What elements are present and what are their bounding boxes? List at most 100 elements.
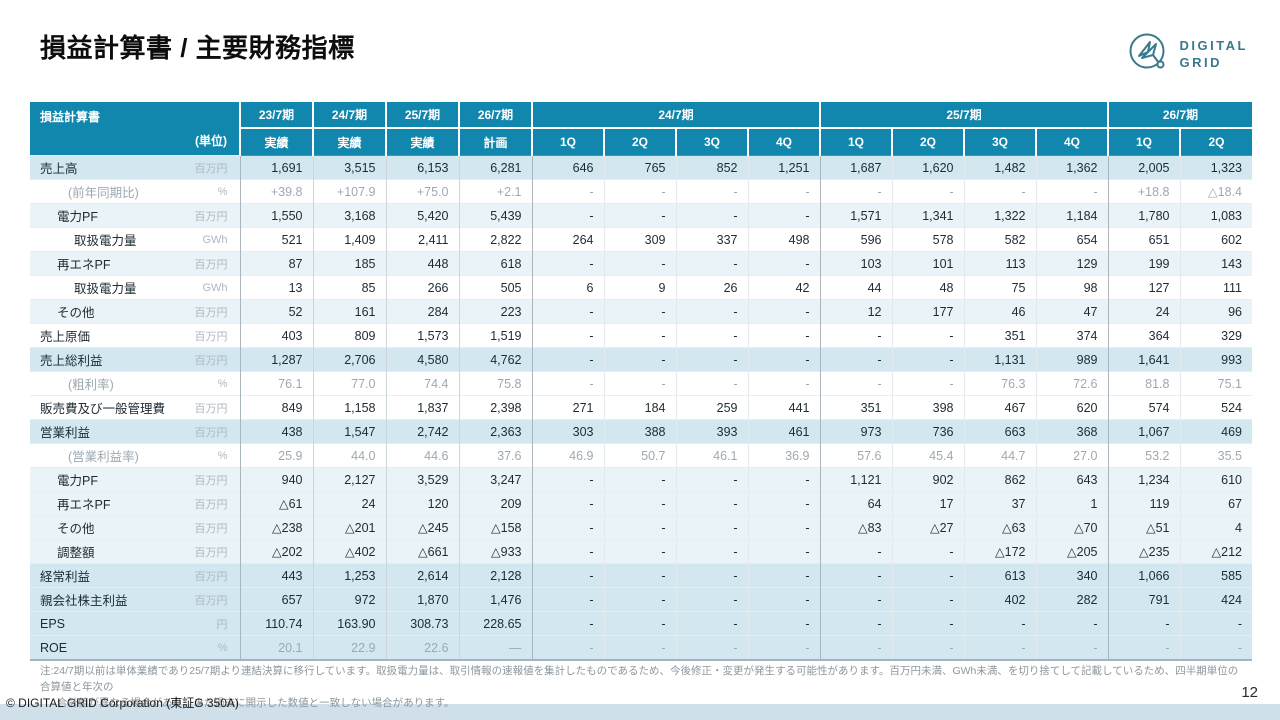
table-cell: △245 bbox=[385, 515, 459, 540]
table-cell: 309 bbox=[603, 227, 676, 252]
table-cell: △402 bbox=[312, 539, 386, 564]
table-cell: - bbox=[747, 611, 820, 636]
table-cell: △51 bbox=[1107, 515, 1180, 540]
table-cell: - bbox=[675, 587, 748, 612]
row-unit: 百万円 bbox=[176, 203, 240, 228]
table-cell: 161 bbox=[312, 299, 386, 324]
row-label: 電力PF bbox=[30, 203, 176, 228]
table-cell: - bbox=[891, 539, 964, 564]
row-unit: 百万円 bbox=[176, 395, 240, 420]
quarter-header: 4Q bbox=[747, 127, 820, 156]
table-cell: 1,251 bbox=[747, 155, 820, 180]
table-cell: - bbox=[531, 299, 604, 324]
table-cell: 185 bbox=[312, 251, 386, 276]
table-cell: 993 bbox=[1179, 347, 1252, 372]
table-cell: - bbox=[603, 467, 676, 492]
table-cell: 765 bbox=[603, 155, 676, 180]
table-cell: 438 bbox=[239, 419, 313, 444]
table-cell: - bbox=[531, 203, 604, 228]
table-cell: +75.0 bbox=[385, 179, 459, 204]
row-label: ROE bbox=[30, 635, 176, 661]
table-cell: - bbox=[603, 347, 676, 372]
table-cell: - bbox=[1035, 635, 1108, 661]
table-row: 再エネPF 百万円 87 185 448 618- - - -103 101 113 129 199 14… bbox=[30, 251, 1252, 276]
table-cell: 337 bbox=[675, 227, 748, 252]
table-cell: △212 bbox=[1179, 539, 1252, 564]
table-cell: - bbox=[747, 371, 820, 396]
table-cell: - bbox=[819, 323, 892, 348]
table-cell: 448 bbox=[385, 251, 459, 276]
table-cell: 443 bbox=[239, 563, 313, 588]
table-cell: - bbox=[675, 179, 748, 204]
table-cell: - bbox=[675, 371, 748, 396]
page-title: 損益計算書 / 主要財務指標 bbox=[40, 33, 355, 63]
row-unit: 円 bbox=[176, 611, 240, 636]
table-cell: - bbox=[747, 251, 820, 276]
annual-period-header: 24/7期 bbox=[312, 102, 386, 128]
table-row: 取扱電力量 GWh 13 85 266 505 6 9 26 42 44 48 75 98 127 111 bbox=[30, 275, 1252, 300]
table-cell: 402 bbox=[963, 587, 1036, 612]
table-row: 再エネPF 百万円 △61 24 120 209- - - -64 17 37 1 119 67 bbox=[30, 491, 1252, 516]
table-cell: 654 bbox=[1035, 227, 1108, 252]
table-cell: 374 bbox=[1035, 323, 1108, 348]
row-unit: 百万円 bbox=[176, 299, 240, 324]
table-cell: 1,691 bbox=[239, 155, 313, 180]
table-cell: 5,439 bbox=[458, 203, 532, 228]
table-cell: 2,005 bbox=[1107, 155, 1180, 180]
row-unit: GWh bbox=[176, 275, 240, 300]
table-cell: - bbox=[531, 467, 604, 492]
table-cell: 2,128 bbox=[458, 563, 532, 588]
table-cell: 53.2 bbox=[1107, 443, 1180, 468]
row-label: 再エネPF bbox=[30, 491, 176, 516]
table-cell: 1,687 bbox=[819, 155, 892, 180]
row-unit: 百万円 bbox=[176, 587, 240, 612]
logo-text-line1: DIGITAL bbox=[1179, 38, 1248, 54]
table-cell: 651 bbox=[1107, 227, 1180, 252]
table-cell: 1,131 bbox=[963, 347, 1036, 372]
row-unit: GWh bbox=[176, 227, 240, 252]
table-cell: - bbox=[531, 611, 604, 636]
slide-bottom-strip bbox=[0, 704, 1280, 720]
row-label: 販売費及び一般管理費 bbox=[30, 395, 176, 420]
row-label: その他 bbox=[30, 515, 176, 540]
table-cell: 44.6 bbox=[385, 443, 459, 468]
table-cell: 578 bbox=[891, 227, 964, 252]
table-cell: 340 bbox=[1035, 563, 1108, 588]
income-statement-table: 損益計算書 (単位) 23/7期 24/7期 25/7期 26/7期 24/7期 25/7期 2… bbox=[30, 102, 1252, 661]
table-cell: 585 bbox=[1179, 563, 1252, 588]
table-cell: 22.6 bbox=[385, 635, 459, 661]
table-cell: - bbox=[531, 491, 604, 516]
row-label: 売上総利益 bbox=[30, 347, 176, 372]
row-unit: 百万円 bbox=[176, 251, 240, 276]
header-row-periods: 損益計算書 (単位) 23/7期 24/7期 25/7期 26/7期 24/7期 25/7期 2… bbox=[30, 102, 1252, 156]
table-cell: - bbox=[603, 179, 676, 204]
table-cell: 620 bbox=[1035, 395, 1108, 420]
table-cell: 25.9 bbox=[239, 443, 313, 468]
quarter-group-header: 26/7期 bbox=[1107, 102, 1252, 128]
row-unit: % bbox=[176, 635, 240, 661]
table-cell: - bbox=[675, 251, 748, 276]
table-cell: 47 bbox=[1035, 299, 1108, 324]
table-cell: 44.7 bbox=[963, 443, 1036, 468]
table-cell: △70 bbox=[1035, 515, 1108, 540]
table-cell: 469 bbox=[1179, 419, 1252, 444]
table-cell: - bbox=[747, 347, 820, 372]
table-cell: 3,247 bbox=[458, 467, 532, 492]
annual-sub-header: 計画 bbox=[458, 127, 532, 156]
table-cell: - bbox=[891, 323, 964, 348]
table-cell: - bbox=[603, 371, 676, 396]
table-row: (営業利益率)% 25.9 44.0 44.6 37.6 46.9 50.7 46.1 36.9… bbox=[30, 443, 1252, 468]
table-cell: △661 bbox=[385, 539, 459, 564]
table-cell: - bbox=[891, 563, 964, 588]
table-cell: - bbox=[1179, 611, 1252, 636]
table-cell: 113 bbox=[963, 251, 1036, 276]
table-cell: 663 bbox=[963, 419, 1036, 444]
table-cell: 48 bbox=[891, 275, 964, 300]
table-cell: △933 bbox=[458, 539, 532, 564]
table-cell: 351 bbox=[819, 395, 892, 420]
table-cell: 3,515 bbox=[312, 155, 386, 180]
table-cell: - bbox=[603, 323, 676, 348]
table-cell: - bbox=[891, 179, 964, 204]
table-cell: - bbox=[531, 371, 604, 396]
quarter-header: 1Q bbox=[819, 127, 892, 156]
